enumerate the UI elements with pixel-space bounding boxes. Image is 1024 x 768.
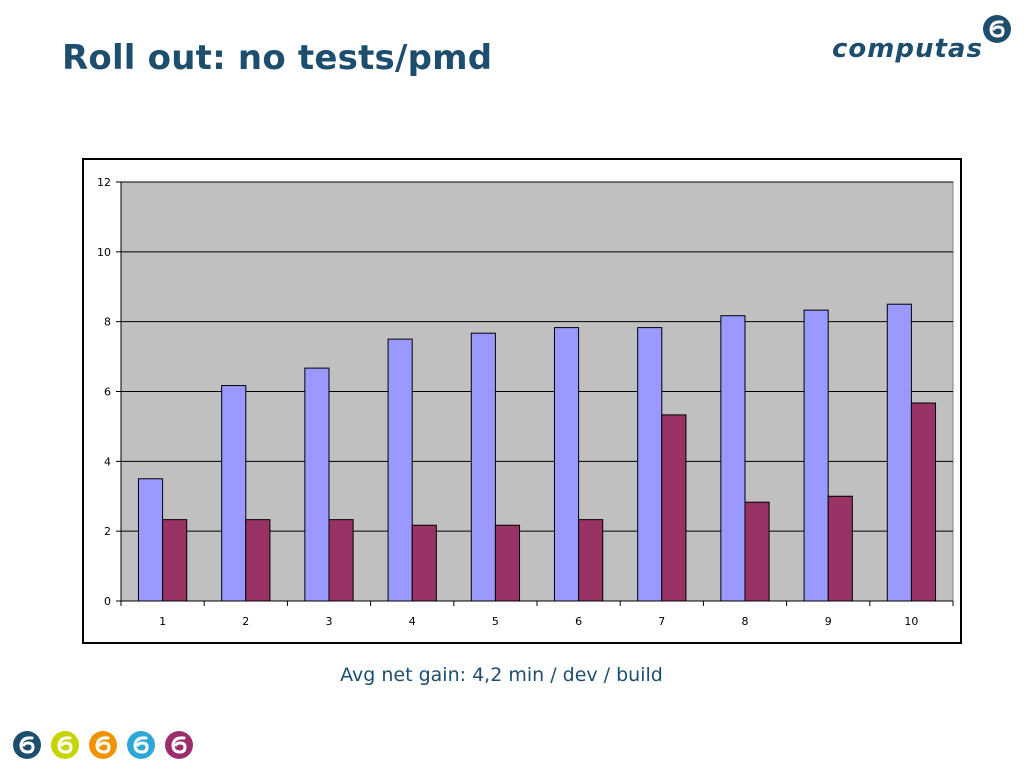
bar (245, 519, 271, 602)
x-tick-label: 4 (409, 615, 416, 628)
x-tick-label: 5 (492, 615, 499, 628)
bar (304, 367, 330, 602)
chart-frame: 0 2 4 6 8 10 12 1 2 3 4 5 6 7 8 9 10 (82, 158, 962, 644)
x-tick-label: 2 (242, 615, 249, 628)
y-tick-label: 2 (104, 525, 111, 538)
computas-swirl-icon (51, 731, 79, 759)
bar (328, 519, 354, 602)
computas-swirl-icon (89, 731, 117, 759)
bar (221, 385, 247, 602)
bar (910, 402, 937, 602)
x-tick-label: 9 (825, 615, 832, 628)
footer-logo-row (12, 730, 194, 760)
y-tick-label: 10 (97, 246, 111, 259)
slide-caption: Avg net gain: 4,2 min / dev / build (340, 664, 663, 686)
y-tick-label: 8 (104, 316, 111, 329)
bar (827, 495, 853, 602)
bar (803, 309, 829, 602)
x-tick-label: 3 (326, 615, 333, 628)
computas-swirl-icon (127, 731, 155, 759)
brand-logo: computas (832, 14, 1014, 74)
bar (137, 478, 164, 602)
bar (470, 332, 496, 602)
x-tick-label: 7 (658, 615, 665, 628)
bar (387, 338, 413, 602)
computas-swirl-icon (165, 731, 193, 759)
computas-swirl-icon (983, 15, 1011, 43)
brand-wordmark: computas (832, 34, 983, 64)
y-tick-label: 4 (104, 455, 111, 468)
bar (162, 519, 188, 602)
bar (720, 315, 746, 602)
computas-swirl-icon (13, 731, 41, 759)
bar (744, 501, 770, 602)
y-tick-label: 6 (104, 386, 111, 399)
y-tick-label: 12 (97, 176, 111, 189)
bar (886, 303, 912, 602)
bar (553, 327, 580, 602)
x-tick-label: 6 (575, 615, 582, 628)
x-tick-label: 1 (159, 615, 166, 628)
bar (661, 414, 687, 602)
bar (411, 524, 437, 602)
bar (637, 327, 663, 602)
bar (578, 519, 604, 602)
slide-title: Roll out: no tests/pmd (62, 38, 493, 78)
bar (494, 524, 521, 602)
x-tick-label: 10 (904, 615, 918, 628)
y-tick-label: 0 (104, 595, 111, 608)
x-tick-label: 8 (742, 615, 749, 628)
